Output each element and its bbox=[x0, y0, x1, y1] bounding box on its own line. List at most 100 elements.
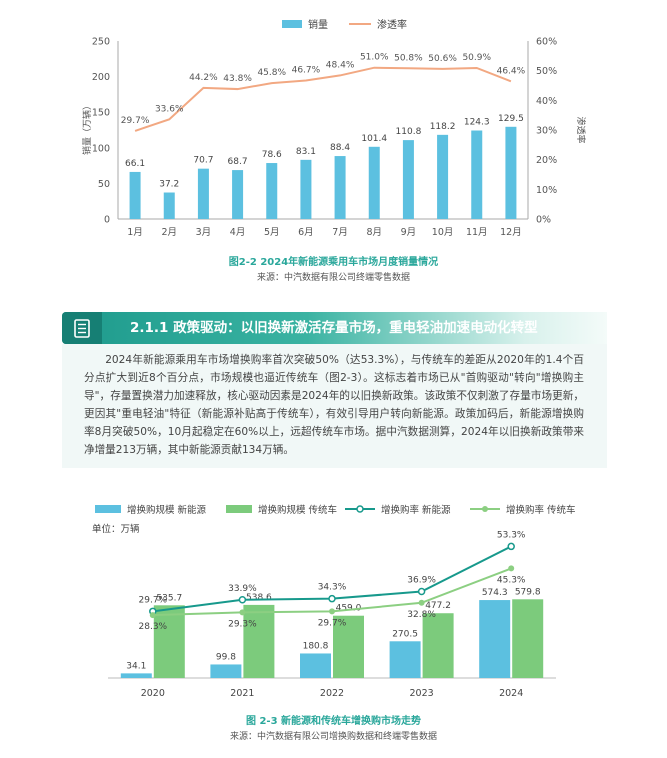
ice-scale-label: 477.2 bbox=[425, 601, 451, 611]
ice-scale-label: 459.0 bbox=[336, 604, 362, 614]
ice-scale-bar bbox=[153, 605, 185, 678]
nev-rate-label: 34.3% bbox=[318, 583, 347, 593]
sales-bar-label: 88.4 bbox=[330, 143, 350, 153]
sales-bar-label: 124.3 bbox=[464, 117, 490, 127]
y-tick-right: 10% bbox=[536, 185, 557, 196]
chart2-source: 来源：中汽数据有限公司增换购数据和终端零售数据 bbox=[229, 732, 437, 742]
legend-swatch-sales bbox=[282, 20, 302, 28]
sales-bar bbox=[232, 170, 244, 219]
ice-rate-label: 29.3% bbox=[228, 619, 257, 629]
nev-rate-label: 29.7% bbox=[139, 595, 168, 605]
sales-bar-label: 78.6 bbox=[262, 150, 282, 160]
nev-scale-bar bbox=[389, 641, 421, 678]
y-tick-right: 60% bbox=[536, 37, 557, 48]
ice-scale-label: 535.7 bbox=[156, 593, 182, 603]
x-tick-year: 2021 bbox=[230, 688, 254, 699]
sales-bar-label: 118.2 bbox=[430, 122, 456, 132]
paragraph-box bbox=[62, 344, 607, 468]
legend-swatch-ice-scale bbox=[226, 505, 252, 513]
sales-bar bbox=[368, 146, 380, 219]
legend-label-nev-rate: 增换购率 新能源 bbox=[381, 504, 451, 516]
legend-label-sales: 销量 bbox=[308, 18, 328, 31]
sales-bar bbox=[129, 171, 141, 219]
penetration-label: 50.9% bbox=[462, 53, 491, 63]
sales-bar bbox=[471, 130, 483, 219]
x-tick-year: 2022 bbox=[320, 688, 344, 699]
y-tick-left: 200 bbox=[92, 72, 110, 83]
x-tick-month: 2月 bbox=[161, 227, 177, 238]
nev-scale-bar bbox=[120, 673, 152, 678]
x-tick-year: 2023 bbox=[410, 688, 434, 699]
penetration-label: 48.4% bbox=[326, 60, 355, 70]
sales-bar bbox=[197, 168, 209, 219]
sales-bar-label: 37.2 bbox=[159, 180, 179, 190]
penetration-label: 50.8% bbox=[394, 53, 423, 63]
ice-rate-label: 29.7% bbox=[318, 618, 347, 628]
ice-scale-label: 538.6 bbox=[246, 593, 272, 603]
sales-bar-label: 68.7 bbox=[228, 157, 248, 167]
section-title: 2.1.1 政策驱动：以旧换新激活存量市场，重电轻油加速电动化转型 bbox=[130, 320, 538, 336]
monthly-sales-chart: 销量 渗透率0501001502002500%10%20%30%40%50%60%… bbox=[81, 18, 587, 238]
y-tick-right: 50% bbox=[536, 66, 557, 77]
sales-bar-label: 110.8 bbox=[396, 127, 422, 137]
sales-bar bbox=[334, 156, 346, 219]
sales-bar-label: 83.1 bbox=[296, 147, 316, 157]
ice-scale-bar bbox=[512, 599, 544, 678]
ice-scale-bar bbox=[243, 604, 275, 678]
nev-rate-label: 33.9% bbox=[228, 584, 257, 594]
sales-bar bbox=[402, 140, 414, 219]
penetration-label: 51.0% bbox=[360, 53, 389, 63]
sales-bar bbox=[437, 134, 449, 219]
x-tick-month: 7月 bbox=[332, 227, 348, 238]
x-tick-month: 4月 bbox=[230, 227, 246, 238]
sales-bar bbox=[300, 159, 312, 219]
penetration-label: 43.8% bbox=[223, 74, 252, 84]
nev-scale-label: 574.3 bbox=[482, 588, 508, 598]
legend-label-penetration: 渗透率 bbox=[377, 18, 407, 31]
nev-scale-label: 180.8 bbox=[303, 641, 329, 651]
x-tick-year: 2020 bbox=[141, 688, 165, 699]
y-tick-left: 100 bbox=[92, 143, 110, 154]
y-tick-right: 20% bbox=[536, 155, 557, 166]
legend-marker-ice-rate bbox=[482, 506, 488, 512]
ice-rate-point bbox=[329, 608, 335, 615]
chart2-caption: 图 2-3 新能源和传统车增换购市场走势 bbox=[245, 716, 422, 727]
nev-scale-bar bbox=[300, 653, 331, 678]
ice-rate-label: 32.8% bbox=[407, 610, 436, 620]
legend-label-nev-scale: 增换购规模 新能源 bbox=[127, 504, 207, 516]
y-tick-left: 50 bbox=[98, 179, 110, 190]
y-tick-left: 150 bbox=[92, 108, 110, 119]
x-tick-month: 12月 bbox=[500, 227, 522, 238]
body-paragraph: 2024年新能源乘用车市场增换购率首次突破50%（达53.3%），与传统车的差距… bbox=[84, 354, 584, 457]
ice-scale-bar bbox=[333, 615, 364, 678]
ice-rate-label: 45.3% bbox=[497, 575, 526, 585]
legend-label-ice-scale: 增换购规模 传统车 bbox=[258, 504, 337, 516]
x-tick-month: 8月 bbox=[366, 227, 382, 238]
nev-scale-label: 99.8 bbox=[216, 652, 236, 662]
sales-bar bbox=[505, 126, 517, 219]
nev-scale-label: 270.5 bbox=[392, 629, 418, 639]
ice-rate-point bbox=[508, 565, 515, 572]
penetration-label: 33.6% bbox=[155, 104, 184, 114]
penetration-line bbox=[134, 66, 512, 132]
ice-scale-bar bbox=[422, 613, 454, 678]
ice-rate-point bbox=[239, 609, 246, 616]
x-tick-month: 1月 bbox=[127, 227, 143, 238]
penetration-label: 45.8% bbox=[257, 68, 286, 78]
sales-bar bbox=[266, 163, 278, 219]
penetration-label: 29.7% bbox=[121, 116, 150, 126]
y-tick-right: 0% bbox=[536, 215, 551, 226]
sales-bar-label: 70.7 bbox=[193, 156, 213, 166]
x-tick-month: 5月 bbox=[264, 227, 280, 238]
nev-rate-point bbox=[328, 594, 336, 603]
y-tick-left: 0 bbox=[104, 215, 110, 226]
nev-scale-bar bbox=[479, 600, 511, 678]
chart1-caption: 图2-2 2024年新能源乘用车市场月度销量情况 bbox=[228, 257, 439, 268]
nev-rate-point bbox=[417, 587, 426, 596]
nev-scale-bar bbox=[210, 664, 242, 678]
y-axis-label-left: 销量（万辆） bbox=[81, 101, 93, 155]
y-axis-label-right: 渗透率 bbox=[575, 116, 587, 143]
y-tick-right: 40% bbox=[536, 96, 557, 107]
x-tick-month: 3月 bbox=[196, 227, 212, 238]
